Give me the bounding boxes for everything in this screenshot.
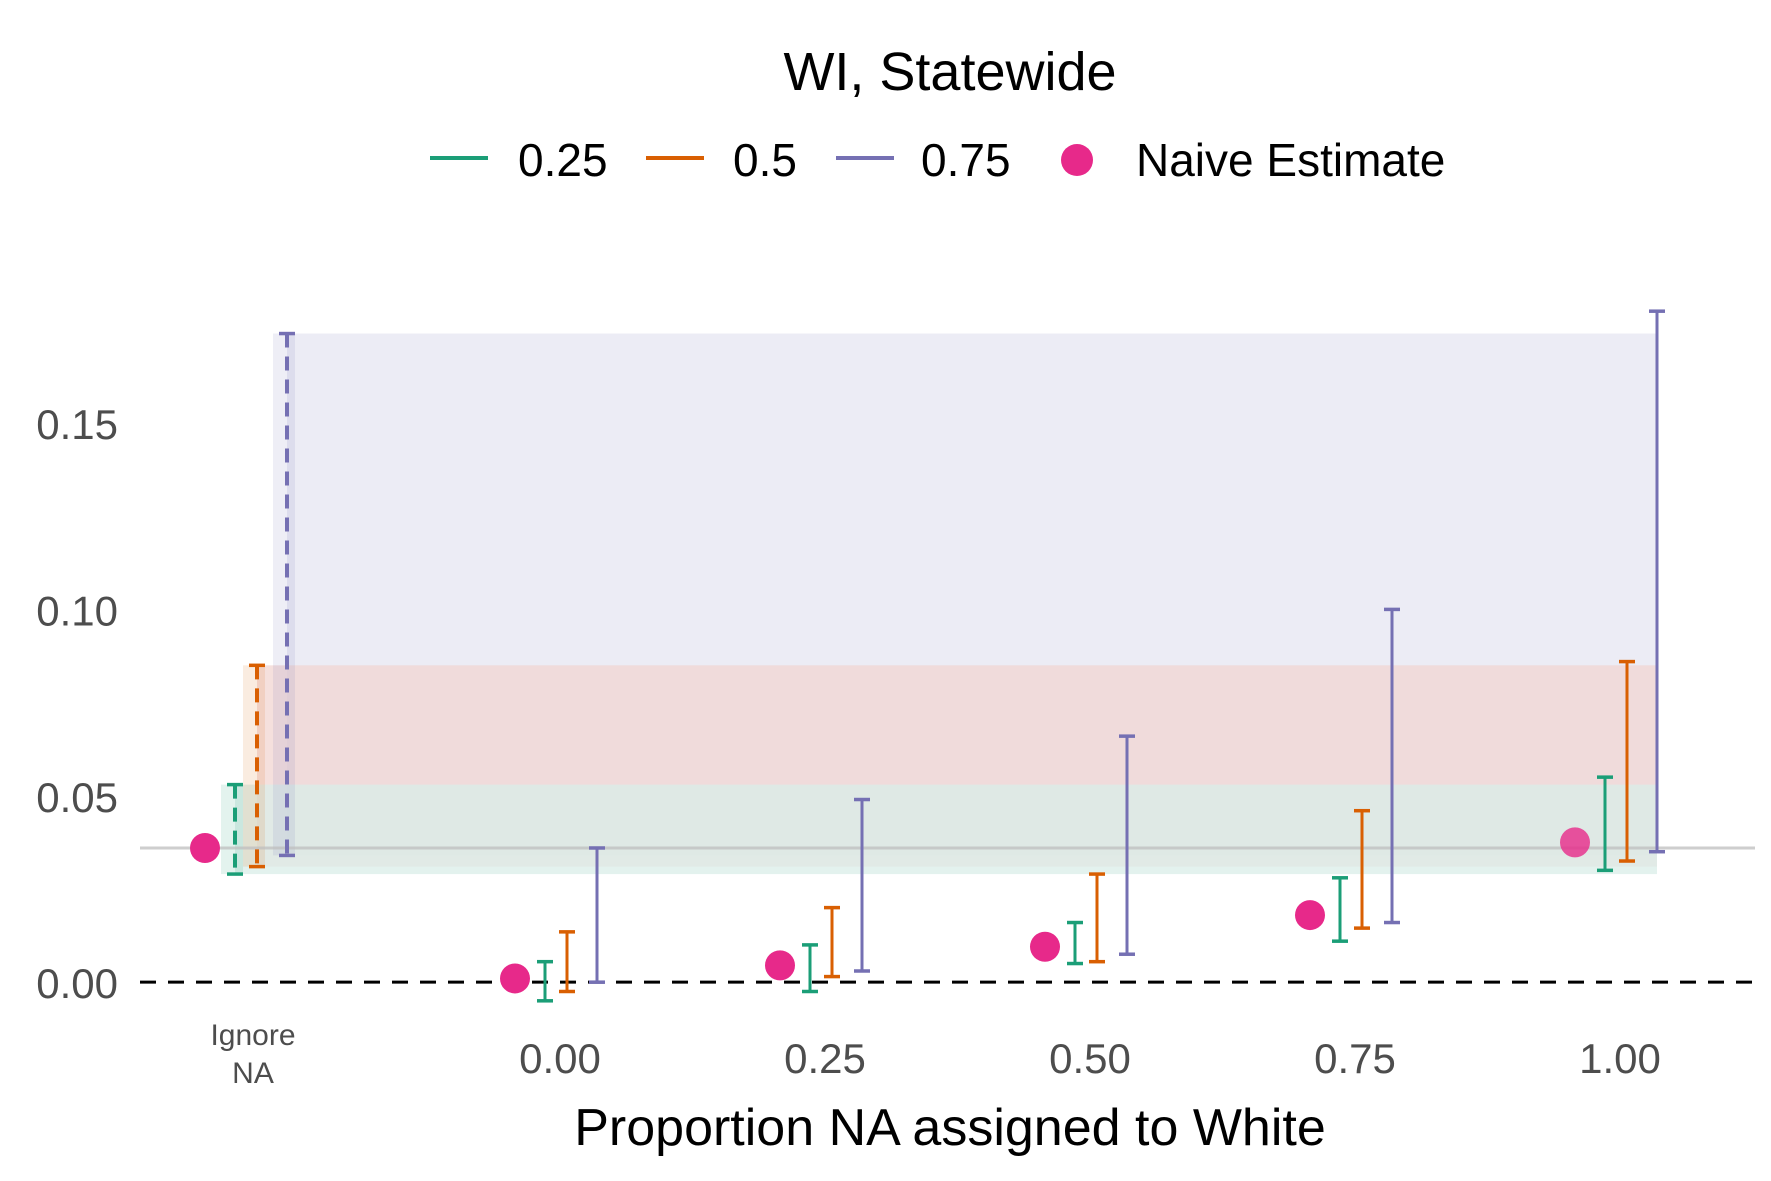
x-tick-label-line: 0.75	[1314, 1035, 1396, 1082]
naive-estimate-point	[500, 963, 530, 994]
y-axis: 0.00 0.05 0.10 0.15	[36, 401, 118, 1007]
x-axis-label: Proportion NA assigned to White	[574, 1099, 1326, 1157]
naive-points	[190, 827, 1590, 994]
naive-estimate-point	[765, 950, 795, 981]
y-tick-label: 0.05	[36, 774, 118, 821]
x-axis: Ignore NA 0.00 0.25 0.50 0.75 1.00	[210, 1019, 1660, 1090]
errorbar-0.25-1.00	[1597, 775, 1613, 873]
legend-label: 0.25	[518, 134, 608, 186]
x-tick-label-line: Ignore	[210, 1019, 295, 1052]
errorbar-0.75-1.00	[1649, 309, 1665, 854]
errorbar-0.25-ignore-na	[227, 782, 243, 876]
x-tick-label: 0.00	[519, 1035, 601, 1082]
naive-estimate-point	[1030, 931, 1060, 962]
errorbar-0.5-ignore-na	[249, 663, 265, 869]
x-tick-label-line: 1.00	[1579, 1035, 1661, 1082]
bands	[221, 333, 1657, 875]
errorbar-0.5-0.00	[559, 930, 575, 994]
errorbar-0.25-0.00	[537, 959, 553, 1003]
errorbar-0.75-0.50	[1119, 734, 1135, 956]
x-tick-label: Ignore NA	[210, 1019, 295, 1090]
naive-estimate-point	[1295, 900, 1325, 931]
legend-item-0.75: 0.75	[836, 134, 1011, 186]
legend-label: 0.75	[921, 134, 1011, 186]
x-tick-label-line: 0.00	[519, 1035, 601, 1082]
legend-item-0.25: 0.25	[430, 134, 608, 186]
y-tick-label: 0.10	[36, 587, 118, 634]
legend-label: 0.5	[733, 134, 797, 186]
errorbar-0.5-0.75	[1354, 808, 1370, 930]
naive-estimate-point	[190, 832, 220, 863]
legend: 0.25 0.5 0.75 Naive Estimate	[430, 134, 1445, 186]
band-0.25	[235, 784, 1657, 875]
errorbar-0.25-0.75	[1332, 876, 1348, 943]
errorbar-0.5-0.25	[824, 905, 840, 979]
x-tick-label: 0.75	[1314, 1035, 1396, 1082]
errorbar-0.25-0.25	[802, 943, 818, 994]
errorbar-0.5-1.00	[1619, 659, 1635, 863]
legend-key-point	[1061, 144, 1093, 176]
y-tick-label: 0.15	[36, 401, 118, 448]
x-tick-label-line: 0.50	[1049, 1035, 1131, 1082]
x-tick-label: 1.00	[1579, 1035, 1661, 1082]
band-tint-0.75	[273, 333, 295, 856]
errorbar-0.75-0.25	[854, 797, 870, 973]
errorbar-0.75-ignore-na	[279, 331, 295, 858]
reference-lines	[140, 846, 1755, 984]
legend-label: Naive Estimate	[1136, 134, 1445, 186]
error-bars	[227, 309, 1665, 1003]
legend-item-naive-estimate: Naive Estimate	[1061, 134, 1445, 186]
legend-item-0.5: 0.5	[646, 134, 797, 186]
naive-estimate-point	[1560, 827, 1590, 858]
errorbar-0.75-0.00	[589, 846, 605, 984]
band-tint-0.25	[221, 784, 243, 875]
errorbar-0.5-0.50	[1089, 872, 1105, 964]
x-tick-label: 0.50	[1049, 1035, 1131, 1082]
errorbar-0.75-0.75	[1384, 607, 1400, 925]
x-tick-label: 0.25	[784, 1035, 866, 1082]
x-tick-label-line: NA	[232, 1057, 274, 1090]
y-tick-label: 0.00	[36, 960, 118, 1007]
chart-title: WI, Statewide	[783, 42, 1116, 102]
x-tick-label-line: 0.25	[784, 1035, 866, 1082]
band-tint-0.5	[243, 665, 265, 867]
errorbar-0.25-0.50	[1067, 920, 1083, 966]
